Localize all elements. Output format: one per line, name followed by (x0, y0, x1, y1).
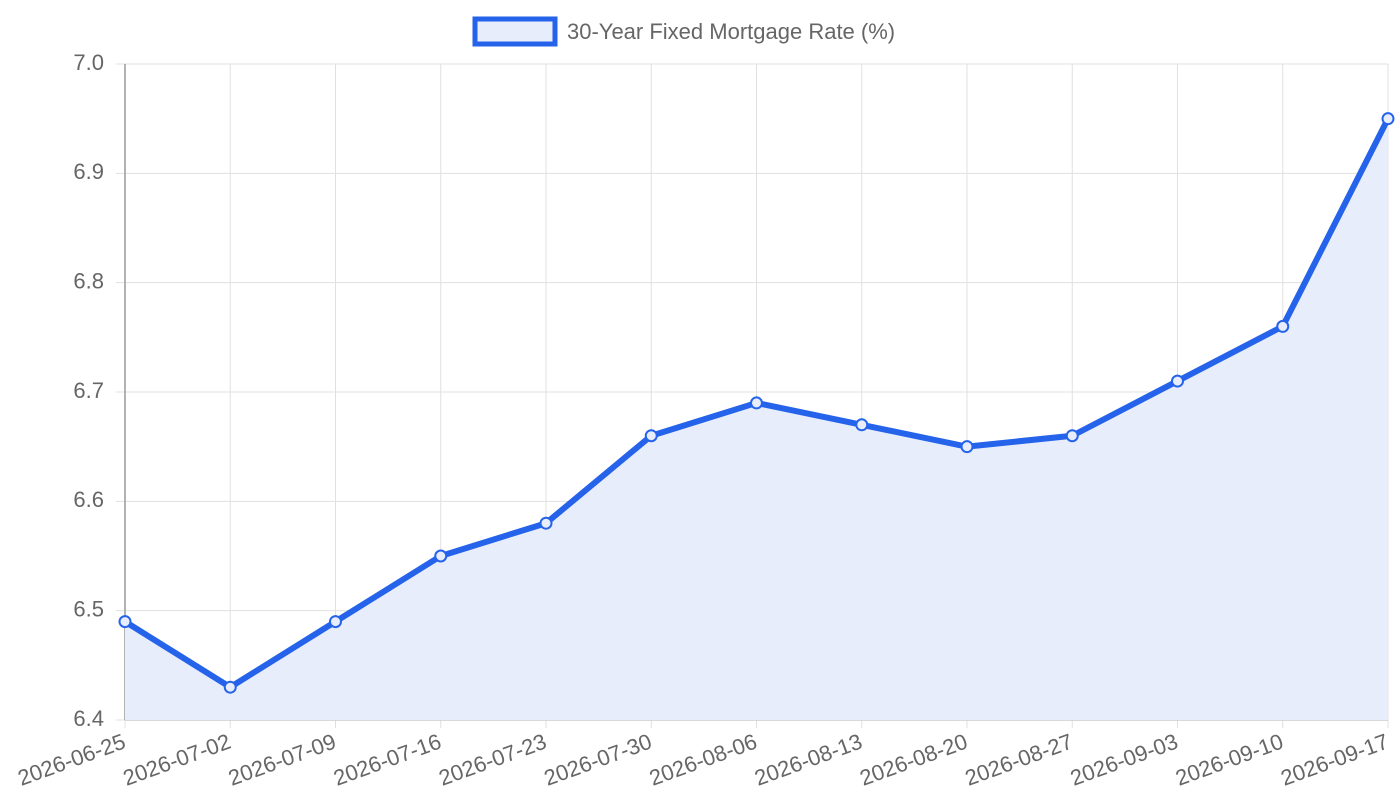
point (434, 549, 448, 563)
area (125, 118, 1388, 720)
x-tick-label: 2026-07-09 (225, 729, 339, 791)
legend-label: 30-Year Fixed Mortgage Rate (%) (567, 19, 895, 44)
x-tick-label: 2026-09-10 (1172, 729, 1286, 791)
point (1276, 319, 1290, 333)
y-tick-label: 7.0 (73, 50, 104, 75)
y-tick-label: 6.6 (73, 487, 104, 512)
point (118, 615, 132, 629)
point (329, 615, 342, 629)
y-tick-label: 6.4 (73, 706, 104, 731)
x-tick-label: 2026-07-23 (435, 729, 549, 791)
x-tick-label: 2026-08-27 (962, 729, 1076, 791)
y-tick-label: 6.8 (73, 268, 104, 293)
point (1171, 374, 1184, 388)
x-tick-label: 2026-07-16 (330, 729, 444, 791)
x-tick-label: 2026-08-20 (856, 729, 970, 791)
y-tick-label: 6.7 (73, 378, 104, 403)
x-tick-label: 2026-09-03 (1067, 729, 1181, 791)
point (960, 440, 974, 454)
x-tick-label: 2026-07-02 (120, 729, 234, 791)
x-tick-label: 2026-06-25 (14, 729, 128, 791)
y-tick-label: 6.9 (73, 159, 104, 184)
legend-swatch (472, 16, 558, 47)
x-tick-label: 2026-09-17 (1277, 729, 1391, 791)
x-tick-label: 2026-08-06 (646, 729, 760, 791)
x-tick-label: 2026-07-30 (541, 729, 655, 791)
point (644, 429, 658, 443)
x-tick-label: 2026-08-13 (751, 729, 865, 791)
point (539, 516, 553, 530)
point (855, 418, 869, 432)
point (1381, 112, 1395, 126)
point (750, 396, 763, 410)
point (1065, 429, 1079, 443)
point (223, 680, 237, 694)
y-tick-label: 6.5 (73, 596, 104, 621)
